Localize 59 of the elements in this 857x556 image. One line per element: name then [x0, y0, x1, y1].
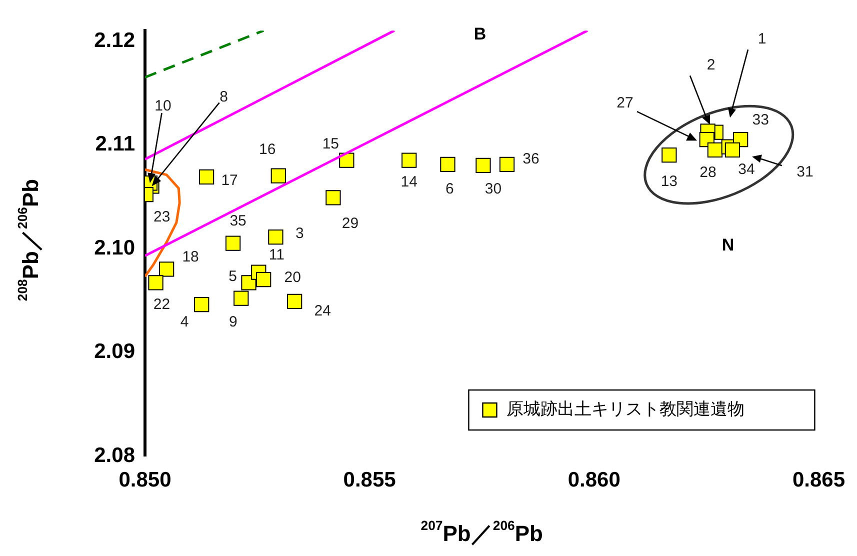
annotation: B	[474, 24, 486, 44]
point	[194, 296, 210, 312]
annotation: 14	[400, 173, 418, 190]
annotation: 27	[616, 94, 634, 112]
point	[256, 272, 272, 288]
point	[440, 156, 456, 172]
annotation: 2	[706, 56, 716, 74]
y-tick-label: 2.10	[94, 236, 135, 260]
y-tick-label: 2.11	[95, 132, 136, 156]
point	[225, 236, 241, 251]
point	[402, 152, 417, 168]
x-tick-label: 0.860	[568, 468, 620, 492]
annotation: 33	[752, 112, 769, 129]
annotation: N	[722, 235, 734, 254]
legend-label: 原城跡出土キリスト教関連遺物	[506, 400, 745, 419]
point	[326, 190, 341, 206]
x-tick-label: 0.865	[792, 468, 846, 492]
x-tick-label: 0.855	[343, 468, 396, 492]
annotation: 4	[180, 314, 189, 331]
annotation: 13	[660, 173, 678, 190]
annotation: 20	[284, 268, 301, 286]
y-tick-label: 2.09	[94, 340, 135, 364]
annotation: 5	[228, 268, 237, 285]
annotation: 35	[230, 212, 246, 230]
point	[270, 168, 286, 184]
annotation: 15	[322, 135, 340, 152]
annotation: 29	[342, 214, 359, 232]
annotation: 30	[484, 180, 502, 198]
annotation: 8	[220, 88, 228, 106]
point	[662, 148, 677, 163]
point	[339, 152, 354, 168]
point	[724, 142, 740, 158]
annotation: 18	[182, 248, 199, 266]
annotation: 24	[314, 302, 331, 320]
annotation: 34	[738, 161, 755, 178]
annotation: 3	[296, 225, 304, 242]
point	[148, 275, 164, 290]
y-axis-title: 208Pb／206Pb	[14, 178, 44, 302]
annotation: 6	[446, 180, 454, 198]
point	[286, 294, 302, 309]
point	[158, 262, 174, 277]
annotation: 17	[221, 172, 238, 190]
annotation: 1	[758, 30, 766, 48]
annotation: 28	[700, 164, 716, 182]
x-tick-label: 0.850	[118, 468, 172, 492]
y-tick-label: 2.12	[94, 28, 135, 52]
annotation: 11	[268, 246, 284, 264]
point	[268, 230, 284, 245]
point	[234, 290, 249, 306]
annotation: 16	[259, 141, 276, 158]
annotation: 22	[153, 296, 170, 313]
point	[707, 142, 723, 158]
annotation: 31	[796, 164, 814, 181]
annotation: 36	[522, 150, 540, 168]
y-tick-label: 2.08	[94, 444, 136, 467]
point	[499, 156, 515, 172]
point	[476, 158, 491, 174]
annotation: 23	[154, 208, 170, 226]
annotation: 9	[228, 313, 238, 330]
